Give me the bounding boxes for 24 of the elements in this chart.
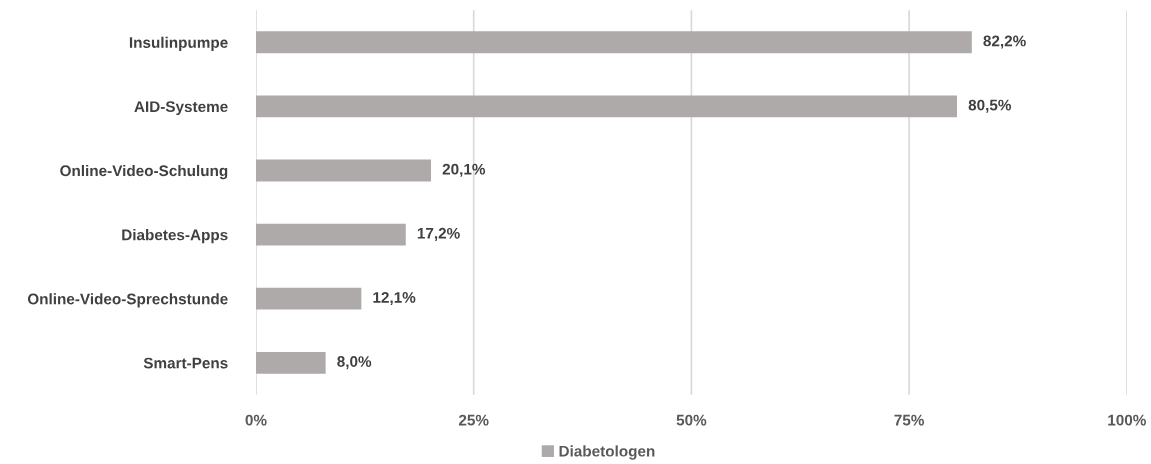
- data-label: 17,2%: [417, 227, 460, 241]
- y-tick-label: Smart-Pens: [143, 357, 228, 369]
- bar: [255, 31, 972, 54]
- x-tick-label: 25%: [458, 414, 489, 426]
- x-tick-label: 75%: [894, 414, 924, 426]
- y-tick-label: Online-Video-Sprechstunde: [27, 293, 228, 308]
- y-tick-label: Online-Video-Schulung: [60, 164, 228, 180]
- bar: [255, 287, 362, 310]
- bar: [255, 351, 326, 374]
- legend-label: Diabetologen: [559, 445, 655, 460]
- data-label: 82,2%: [983, 35, 1026, 49]
- bar: [255, 95, 958, 118]
- bar: [255, 223, 406, 246]
- y-tick-label: AID-Systeme: [134, 101, 228, 116]
- x-tick-label: 100%: [1108, 414, 1146, 426]
- data-label: 80,5%: [968, 99, 1012, 113]
- y-tick-label: Diabetes-Apps: [122, 229, 228, 244]
- data-label: 12,1%: [373, 291, 416, 306]
- bar: [255, 159, 432, 182]
- y-tick-label: Insulinpumpe: [129, 36, 228, 51]
- x-tick-label: 50%: [676, 414, 707, 426]
- data-label: 20,1%: [442, 163, 486, 177]
- x-tick-label: 0%: [245, 414, 267, 426]
- data-label: 8,0%: [337, 356, 372, 370]
